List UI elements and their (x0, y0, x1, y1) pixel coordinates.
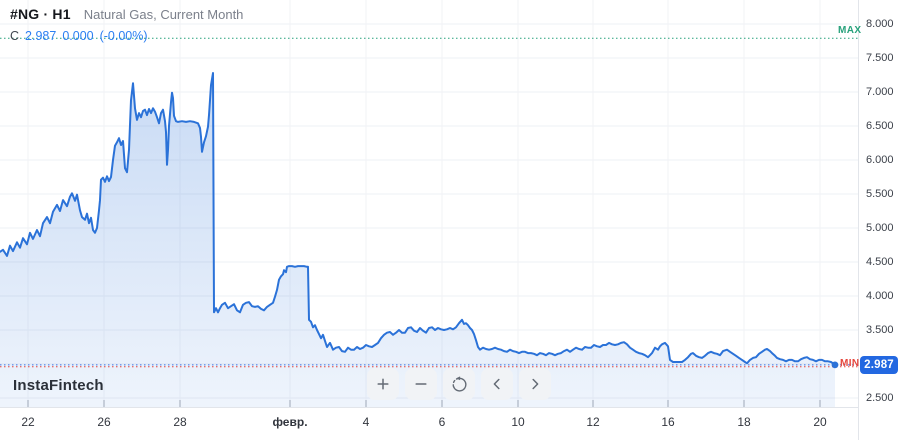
time-axis-label: 6 (438, 415, 446, 429)
quote-prefix: C (10, 29, 20, 43)
price-axis-label: 4.500 (866, 256, 894, 268)
time-axis-label: 28 (173, 415, 187, 429)
last-price-dot (831, 361, 839, 369)
min-level-label: MIN (840, 357, 860, 369)
price-axis-label: 7.500 (866, 52, 894, 64)
price-axis-label: 5.000 (866, 222, 894, 234)
price-axis-label: 5.500 (866, 188, 894, 200)
zoom-out-button[interactable] (405, 368, 437, 400)
instafintech-logo: InstaFintech (13, 377, 104, 394)
instrument-description: Natural Gas, Current Month (83, 7, 244, 22)
current-price-badge: 2.987 (860, 355, 898, 374)
time-axis[interactable]: 22 26 28 февр. 4 6 10 12 16 18 20 (0, 407, 900, 440)
time-axis-label: 16 (661, 415, 675, 429)
chevron-left-icon (493, 378, 500, 390)
price-chart-canvas[interactable] (0, 0, 858, 407)
max-level-label: MAX (838, 25, 862, 37)
chevron-right-icon (532, 378, 539, 390)
minus-icon (415, 383, 427, 385)
instrument-symbol: #NG · H1 (10, 6, 71, 22)
price-change: 0.000 (62, 29, 94, 43)
price-area-fill (0, 73, 835, 407)
axis-corner (858, 407, 900, 440)
price-change-percent: (-0.00%) (99, 29, 148, 43)
time-axis-label: 12 (586, 415, 600, 429)
price-axis-label: 7.000 (866, 86, 894, 98)
price-axis[interactable]: 8.000 7.500 7.000 6.500 6.000 5.500 5.000 4.500… (858, 0, 900, 407)
plus-icon (377, 378, 389, 390)
price-axis-label: 3.500 (866, 324, 894, 336)
reset-circular-arrow-icon (452, 375, 467, 392)
time-axis-label: 10 (511, 415, 525, 429)
reset-view-button[interactable] (443, 368, 475, 400)
time-axis-label: 20 (813, 415, 827, 429)
quote-row: C 2.987 0.000 (-0.00%) (10, 29, 148, 43)
price-line (0, 72, 836, 366)
price-axis-label: 6.500 (866, 120, 894, 132)
price-axis-label: 6.000 (866, 154, 894, 166)
last-price: 2.987 (25, 29, 57, 43)
price-axis-label: 4.000 (866, 290, 894, 302)
chart-toolbar (367, 368, 551, 400)
price-axis-label: 2.500 (866, 392, 894, 404)
time-axis-label: 4 (362, 415, 370, 429)
time-axis-label: 22 (21, 415, 35, 429)
pan-right-button[interactable] (519, 368, 551, 400)
price-axis-label: 8.000 (866, 18, 894, 30)
time-axis-label: февр. (272, 415, 308, 429)
zoom-in-button[interactable] (367, 368, 399, 400)
time-axis-label: 18 (737, 415, 751, 429)
instrument-header: #NG · H1 Natural Gas, Current Month (10, 6, 243, 24)
time-axis-label: 26 (97, 415, 111, 429)
pan-left-button[interactable] (481, 368, 513, 400)
